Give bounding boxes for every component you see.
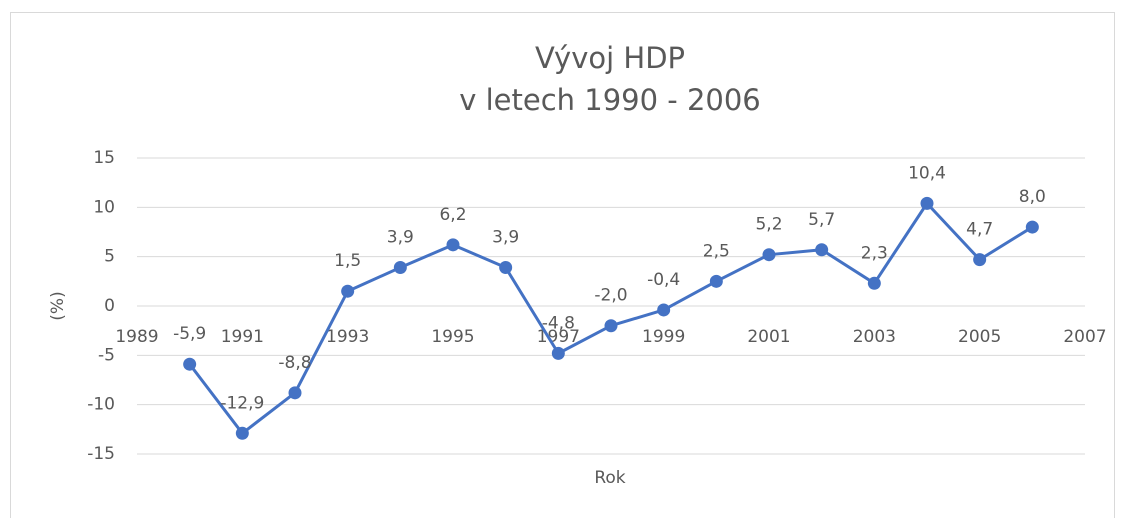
y-tick-label: -5 [98,345,115,365]
point [867,276,881,290]
point [1025,220,1039,234]
x-tick-label: 1997 [537,327,580,347]
data-label: -0,4 [647,270,680,290]
y-axis-label: (%) [48,291,68,320]
point [604,319,618,333]
data-label: -4,8 [542,313,575,333]
point [815,243,829,257]
x-tick-label: 1995 [431,327,474,347]
point [288,386,302,400]
data-label: 2,5 [703,241,730,261]
point [973,253,987,267]
x-tick-label: 2003 [853,327,896,347]
data-label: 5,2 [755,215,782,235]
data-label: 10,4 [908,163,946,183]
chart-border [10,12,1115,518]
x-tick-label: 1999 [642,327,685,347]
chart-title: Vývoj HDP [535,41,685,75]
chart-subtitle: v letech 1990 - 2006 [459,83,761,117]
data-label: 8,0 [1019,187,1046,207]
x-tick-label: 1989 [115,327,158,347]
data-label: 2,3 [861,243,888,263]
point [235,426,249,440]
data-label: -2,0 [594,286,627,306]
x-tick-label: 1993 [326,327,369,347]
point [920,196,934,210]
point [551,346,565,360]
point [657,303,671,317]
y-tick-label: 0 [104,296,115,316]
point [762,248,776,262]
y-tick-label: 10 [93,197,115,217]
point [341,284,355,298]
data-label: -12,9 [220,393,264,413]
point [446,238,460,252]
x-tick-label: 2005 [958,327,1001,347]
y-tick-label: 15 [93,148,115,168]
point [499,261,513,275]
point [393,261,407,275]
x-tick-label: 2001 [747,327,790,347]
x-tick-label: 1991 [221,327,264,347]
x-axis-label: Rok [594,468,625,488]
x-tick-label: 2007 [1063,327,1106,347]
point [709,274,723,288]
data-label: -8,8 [278,353,311,373]
data-label: 3,9 [387,228,414,248]
y-tick-label: 5 [104,247,115,267]
y-tick-label: -10 [87,395,115,415]
data-label: 4,7 [966,220,993,240]
data-label: 6,2 [439,205,466,225]
data-label: 3,9 [492,228,519,248]
y-tick-label: -15 [87,444,115,464]
point [183,357,197,371]
data-label: -5,9 [173,324,206,344]
data-label: 5,7 [808,210,835,230]
data-label: 1,5 [334,251,361,271]
